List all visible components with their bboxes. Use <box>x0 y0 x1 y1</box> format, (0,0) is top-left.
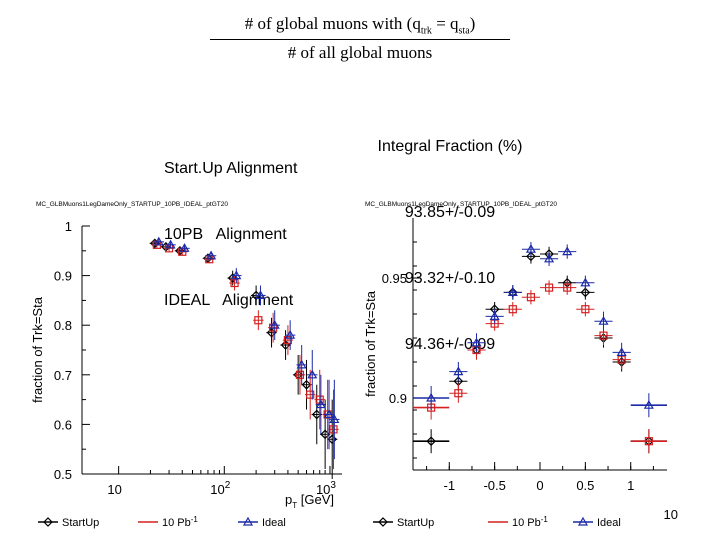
marker-ideal <box>165 239 176 249</box>
legend-label-2: Ideal <box>597 517 621 529</box>
marker-ideal <box>598 315 609 325</box>
marker-startup <box>327 434 338 445</box>
x-tick-label-0: -1 <box>444 478 456 493</box>
y-axis-label: fraction of Trk=Sta <box>363 290 378 397</box>
marker-10pb <box>295 370 305 379</box>
marker-10pb <box>508 305 517 314</box>
alignment-10pb: 10PB Alignment <box>164 226 287 243</box>
alignment-ideal: IDEAL Alignment <box>164 292 294 309</box>
integral-header: Integral Fraction (%) <box>377 138 523 155</box>
legend-label-0: StartUp <box>397 517 434 529</box>
y-tick-label-1: 0.6 <box>54 417 72 432</box>
x-tick-label-0: 10 <box>107 482 121 497</box>
marker-10pb <box>283 335 293 345</box>
formula-num-mid: = q <box>431 14 459 33</box>
alignment-startup: Start.Up Alignment <box>164 160 298 177</box>
legend-label-0: StartUp <box>62 517 99 529</box>
y-tick-label-0: 0.9 <box>389 391 407 406</box>
marker-startup <box>489 304 500 315</box>
marker-10pb <box>563 283 572 292</box>
x-tick-label-1: 102 <box>210 480 230 497</box>
marker-10pb <box>306 390 315 399</box>
marker-ideal <box>544 253 555 263</box>
y-tick-label-3: 0.8 <box>54 318 72 333</box>
marker-ideal <box>179 243 190 252</box>
marker-startup <box>526 251 536 262</box>
marker-ideal <box>580 277 591 287</box>
marker-ideal <box>315 399 326 409</box>
y-axis-label: fraction of Trk=Sta <box>30 296 45 403</box>
marker-startup <box>426 436 436 447</box>
marker-ideal <box>329 414 340 424</box>
formula-num-suffix: ) <box>469 14 476 33</box>
legend-label-1: 10 Pb-1 <box>512 515 548 530</box>
marker-10pb <box>599 331 608 340</box>
marker-10pb <box>329 425 338 434</box>
integral-fraction-block: Integral Fraction (%) 93.85+/-0.09 93.32… <box>360 92 540 378</box>
marker-ideal <box>296 359 307 369</box>
marker-10pb <box>230 278 239 288</box>
x-tick-label-1: -0.5 <box>483 478 505 493</box>
marker-ideal <box>153 236 164 246</box>
legend-label-2: Ideal <box>262 517 286 529</box>
marker-ideal <box>255 290 266 300</box>
formula-num-prefix: # of global muons with (q <box>244 14 421 33</box>
marker-ideal <box>242 516 254 526</box>
marker-ideal <box>525 243 536 253</box>
x-tick-label-3: 0.5 <box>576 478 594 493</box>
marker-10pb <box>581 305 590 314</box>
alignment-list: Start.Up Alignment 10PB Alignment IDEAL … <box>164 114 297 334</box>
marker-ideal <box>471 337 482 347</box>
y-tick-label-2: 0.7 <box>54 368 72 383</box>
fraction-bar <box>210 39 510 41</box>
marker-ideal <box>426 392 437 402</box>
marker-ideal <box>507 287 518 296</box>
fraction-formula: # of global muons with (qtrk = qsta) # o… <box>210 14 510 63</box>
integral-startup: 93.85+/-0.09 <box>404 204 496 221</box>
y-tick-label-0: 0.5 <box>54 467 72 482</box>
marker-ideal <box>324 409 335 419</box>
formula-sub-sta: sta <box>458 25 470 37</box>
y-tick-label-4: 0.9 <box>54 269 72 284</box>
marker-ideal <box>206 250 217 260</box>
marker-ideal <box>616 347 627 356</box>
formula-sub-trk: trk <box>420 25 432 37</box>
marker-startup <box>43 517 53 527</box>
marker-startup <box>562 277 573 288</box>
marker-10pb <box>644 437 653 446</box>
formula-numerator: # of global muons with (qtrk = qsta) <box>210 14 510 36</box>
chart-title: MC_GLBMuons1LegDameOnly_STARTUP_10PB_IDE… <box>365 201 557 208</box>
marker-ideal <box>307 369 318 379</box>
marker-10pb <box>544 283 554 292</box>
marker-startup <box>161 241 171 252</box>
marker-10pb <box>526 293 536 302</box>
chart-eta: MC_GLBMuons1LegDameOnly_STARTUP_10PB_IDE… <box>363 201 667 530</box>
marker-ideal <box>231 270 242 280</box>
marker-10pb <box>454 389 463 398</box>
y-tick-label-5: 1 <box>65 219 72 234</box>
integral-10pb: 93.32+/-0.10 <box>404 270 496 287</box>
marker-10pb <box>254 316 263 325</box>
x-axis-label: pT [GeV] <box>285 492 334 510</box>
y-tick-label-1: 0.95 <box>382 271 407 286</box>
marker-ideal <box>285 329 296 339</box>
marker-ideal <box>489 311 500 320</box>
formula-denominator: # of all global muons <box>287 43 433 63</box>
marker-startup <box>378 517 388 527</box>
x-tick-label-4: 1 <box>627 478 634 493</box>
page-number: 10 <box>663 507 678 522</box>
chart-title: MC_GLBMuons1LegDameOnly_STARTUP_10PB_IDE… <box>36 201 228 208</box>
marker-ideal <box>577 516 589 526</box>
x-tick-label-2: 0 <box>536 478 543 493</box>
chart-pt: MC_GLBMuons1LegDameOnly_STARTUP_10PB_IDE… <box>30 201 342 530</box>
marker-ideal <box>269 319 280 329</box>
marker-ideal <box>643 399 654 409</box>
marker-ideal <box>453 366 464 376</box>
marker-startup <box>453 376 464 387</box>
marker-startup <box>580 287 591 298</box>
legend-label-1: 10 Pb-1 <box>162 515 198 530</box>
marker-ideal <box>562 246 573 256</box>
